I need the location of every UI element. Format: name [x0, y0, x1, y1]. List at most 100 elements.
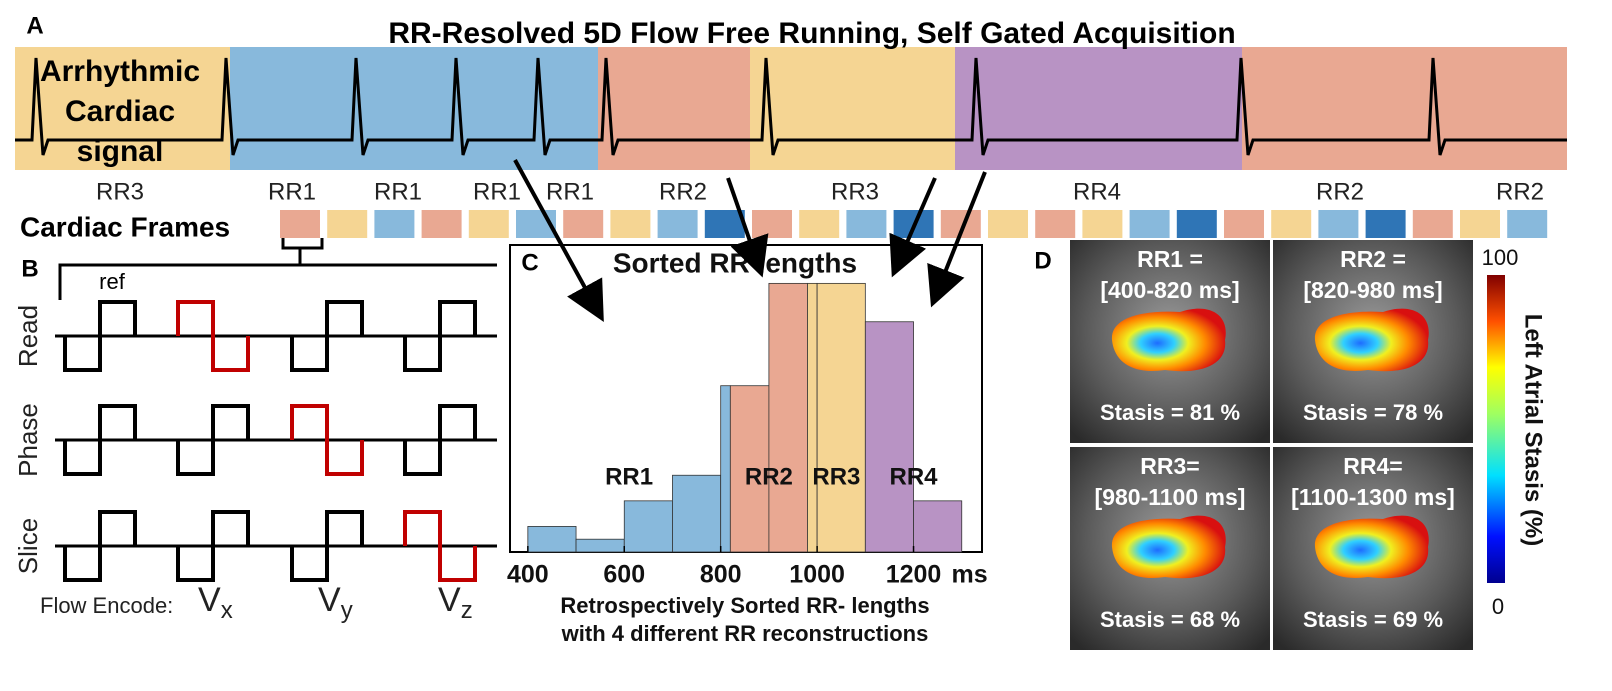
arrows: [513, 159, 987, 323]
frame: [1412, 210, 1453, 238]
frame: [327, 210, 368, 238]
panel-a-background: [15, 47, 1567, 170]
frame: [1507, 210, 1548, 238]
bar: [768, 282, 808, 553]
map-range: [1100-1300 ms]: [1291, 484, 1455, 510]
map-name: RR1 =: [1137, 246, 1203, 272]
frame: [1460, 210, 1500, 238]
gradient-lobe: [290, 510, 364, 582]
rr-label: RR1: [268, 178, 316, 205]
frame: [468, 210, 509, 238]
encode-base: V: [438, 581, 461, 619]
frames-label: Cardiac Frames: [20, 211, 230, 242]
x-unit: ms: [952, 561, 988, 589]
x-tick-label: 1000: [789, 561, 845, 589]
axis-label: Phase: [13, 403, 43, 477]
x-tick-label: 1200: [886, 561, 942, 589]
histogram-panel: 400 600 800 1000 1200 ms RR1 RR2 RR3 RR4 Sorted RR…: [507, 244, 988, 646]
bar: [527, 526, 577, 553]
rr-label: RR4: [1073, 178, 1121, 205]
frame: [799, 210, 840, 238]
rr-label: RR1: [546, 178, 594, 205]
region-label: RR2: [745, 463, 793, 490]
map-range: [980-1100 ms]: [1095, 484, 1246, 510]
encode-sub: y: [341, 597, 353, 624]
signal-label: Arrhythmic: [40, 55, 200, 88]
colorbar: [1487, 275, 1505, 583]
signal-label: signal: [77, 135, 164, 168]
gradient-lobe: [176, 510, 250, 582]
frame: [1035, 210, 1076, 238]
bar: [913, 500, 963, 553]
ref-label: ref: [99, 269, 126, 294]
colorbar-label: Left Atrial Stasis (%): [1520, 314, 1547, 547]
axis-label: Read: [13, 305, 43, 367]
encode-label: Vz: [438, 581, 473, 624]
rr-label: RR1: [473, 178, 521, 205]
frame: [846, 210, 887, 238]
frame: [752, 210, 792, 238]
frame: [421, 210, 462, 238]
frame: [988, 210, 1028, 238]
frame: [1224, 210, 1264, 238]
region-label: RR1: [605, 463, 653, 490]
frame: [1271, 210, 1312, 238]
flow-encode-label: Flow Encode:: [40, 593, 173, 618]
encode-label: Vy: [318, 581, 353, 624]
chart-title: Sorted RR lengths: [613, 247, 857, 278]
colorbar-max: 100: [1482, 245, 1519, 270]
gradient-lobe: [176, 300, 250, 372]
map-name: RR4=: [1343, 453, 1402, 479]
rr-label: RR3: [831, 178, 879, 205]
gradient-lobe: [63, 300, 137, 372]
map-stasis: Stasis = 68 %: [1100, 607, 1240, 632]
map-stasis: Stasis = 81 %: [1100, 400, 1240, 425]
frame: [610, 210, 651, 238]
gradient-lobe: [403, 510, 477, 582]
x-axis-label: with 4 different RR reconstructions: [561, 621, 929, 646]
gradient-lobe: [403, 404, 477, 476]
x-tick-label: 600: [603, 561, 645, 589]
map-stasis: Stasis = 78 %: [1303, 400, 1443, 425]
stasis-overlay: [1111, 515, 1226, 579]
map-range: [820-980 ms]: [1303, 277, 1442, 303]
gradient-lobe: [63, 404, 137, 476]
gradient-lobe: [176, 404, 250, 476]
frame: [1129, 210, 1170, 238]
map-stasis: Stasis = 69 %: [1303, 607, 1443, 632]
frame: [1365, 210, 1406, 238]
map-range: [400-820 ms]: [1100, 277, 1239, 303]
ecg-signal: [15, 57, 1567, 156]
rr-label: RR1: [374, 178, 422, 205]
map-name: RR2 =: [1340, 246, 1406, 272]
bar: [864, 321, 914, 553]
gradient-lobe: [290, 404, 364, 476]
stasis-overlay: [1314, 515, 1429, 579]
bar: [720, 385, 731, 553]
stasis-overlay: [1314, 308, 1429, 372]
map-name: RR3=: [1140, 453, 1199, 479]
colorbar-min: 0: [1492, 594, 1504, 619]
bar: [807, 282, 818, 553]
encode-sub: z: [461, 597, 473, 624]
rr-label: RR2: [1496, 178, 1544, 205]
frame: [563, 210, 604, 238]
frame: [1082, 210, 1123, 238]
gradient-lobe: [63, 510, 137, 582]
gradient-lobe: [290, 300, 364, 372]
region-label: RR3: [812, 463, 860, 490]
bar: [816, 282, 866, 553]
signal-label: Cardiac: [65, 95, 175, 128]
bar: [575, 538, 625, 553]
rr-label: RR2: [659, 178, 707, 205]
encode-base: V: [198, 581, 221, 619]
panel-label: C: [521, 249, 538, 276]
bar: [623, 500, 673, 553]
frame: [1318, 210, 1359, 238]
frame: [657, 210, 698, 238]
encode-sub: x: [221, 597, 233, 624]
x-axis-label: Retrospectively Sorted RR- lengths: [560, 593, 929, 618]
